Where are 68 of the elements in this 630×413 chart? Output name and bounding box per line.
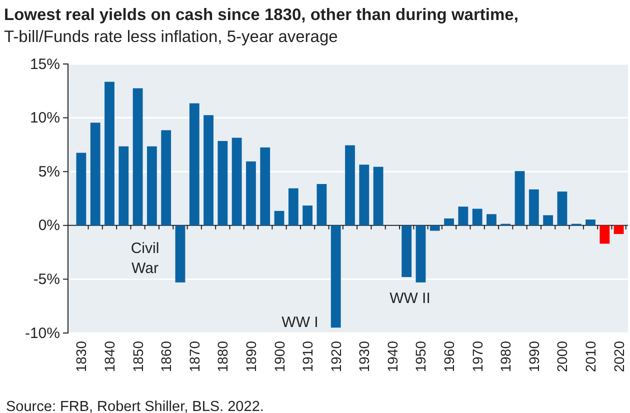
bar [444,218,454,226]
bar [76,152,86,226]
bar [586,220,596,226]
bar [416,225,426,282]
x-tick-label: 1850 [130,340,146,372]
bar [614,225,624,234]
x-tick-label: 1960 [441,340,458,372]
bar [345,145,355,226]
y-tick-label: 0% [38,217,60,234]
bar [600,225,610,244]
y-tick-label: -10% [24,324,60,342]
bar [430,225,440,231]
x-tick-label: 1930 [356,340,372,372]
x-tick-label: 1970 [469,340,486,372]
chart-subtitle: T-bill/Funds rate less inflation, 5-year average [4,28,338,46]
y-tick-label: 15% [30,56,60,73]
bar [90,122,100,226]
x-tick-label: 1940 [384,340,400,372]
x-tick-label: 1990 [526,340,542,372]
bar [373,166,384,226]
y-tick-label: 10% [30,110,60,127]
x-tick-label: 1910 [300,340,316,372]
bar [218,140,228,226]
annotation: WW I [282,314,318,331]
bar [146,146,157,226]
bar [458,206,468,226]
bar [514,171,525,226]
bar [132,88,143,226]
bar [402,225,412,278]
bar [557,192,568,226]
x-tick-label: 1900 [271,340,288,372]
y-tick-label: -5% [33,271,60,288]
bar [204,115,214,226]
bar [486,214,496,226]
bar [330,225,341,328]
bar [302,206,313,226]
source-note: Source: FRB, Robert Shiller, BLS. 2022. [6,399,264,413]
x-tick-label: 1890 [242,340,259,372]
bar [118,146,129,226]
bar [161,130,172,226]
annotation: WW II [390,290,430,307]
bar [359,164,370,226]
bar [472,208,482,226]
bar [189,103,200,226]
x-tick-label: 1840 [101,340,118,372]
bar [543,215,554,226]
bar [260,147,270,226]
bar [528,189,539,226]
x-tick-label: 2010 [582,340,599,372]
chart-title: Lowest real yields on cash since 1830, other than during wartime, [4,6,518,24]
bar [104,82,114,226]
x-tick-label: 2000 [554,340,570,372]
bar [175,225,186,282]
x-tick-label: 1880 [214,340,231,372]
x-tick-label: 1950 [412,340,429,372]
bar [288,188,298,226]
x-tick-label: 1830 [73,340,90,372]
bar [232,138,242,226]
x-tick-label: 2020 [610,340,627,372]
bar [316,184,327,226]
x-tick-label: 1860 [158,340,174,372]
x-tick-label: 1920 [328,340,344,372]
bar [274,210,284,226]
y-tick-label: 5% [38,163,60,180]
x-tick-label: 1870 [186,340,202,372]
x-tick-label: 1980 [498,340,514,372]
annotation: Civil War [130,240,160,277]
bar [246,161,256,226]
